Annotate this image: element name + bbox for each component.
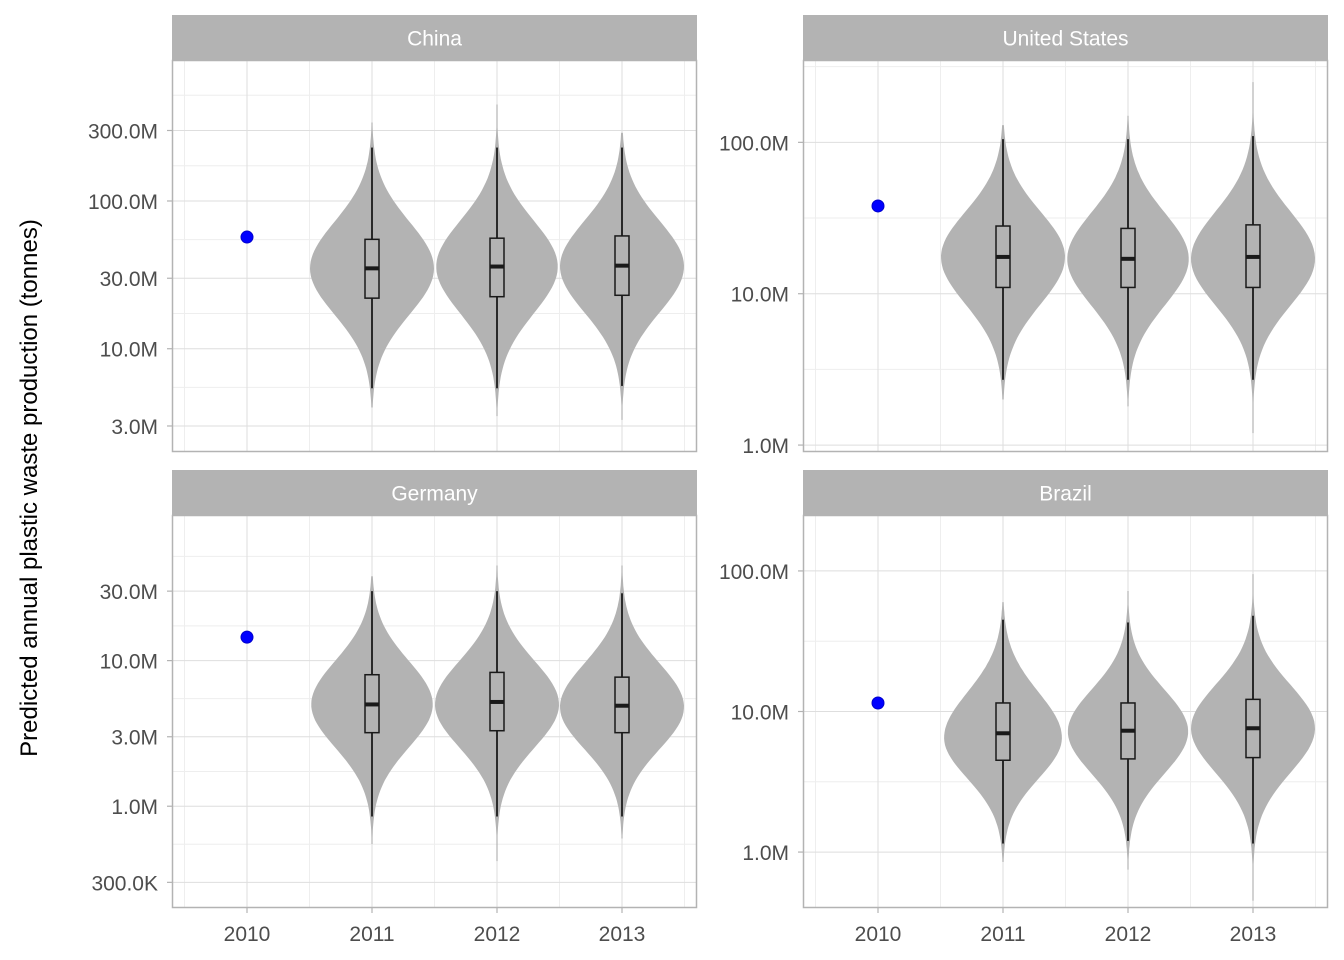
y-tick-label: 3.0M [111,416,158,439]
y-tick-label: 100.0M [88,191,158,214]
y-tick-label: 10.0M [731,702,789,725]
x-tick-label: 2010 [855,923,902,946]
violin-2012 [435,565,559,862]
y-tick-label: 10.0M [100,339,158,362]
x-tick-label: 2013 [1230,923,1277,946]
observed-point [240,230,254,244]
x-tick-label: 2011 [349,923,394,946]
y-tick-label: 100.0M [719,561,789,584]
y-axis-label: Predicted annual plastic waste productio… [16,219,43,757]
panel-title: Germany [391,483,478,506]
violin-2013 [560,565,684,839]
x-tick-label: 2013 [599,923,646,946]
violin-2012 [436,104,558,417]
panel-border [171,59,698,453]
x-tick-label: 2012 [474,923,521,946]
panel-brazil: Brazil 1.0M 10.0M 100.0M 2010 2011 2012 2013 [719,470,1329,946]
panel-border [802,514,1329,909]
panel-strip [803,470,1328,515]
y-tick-label: 1.0M [742,842,789,865]
y-tick-label: 1.0M [742,435,789,458]
x-tick-label: 2012 [1105,923,1152,946]
x-tick-label: 2011 [980,923,1025,946]
panel-strip [172,15,697,60]
observed-point [871,696,885,710]
panel-strip [803,15,1328,60]
violin-2011 [310,122,434,408]
violin-2012 [1067,115,1189,407]
y-tick-label: 3.0M [111,727,158,750]
observed-point [240,630,254,644]
violin-2011 [941,125,1065,400]
violin-2013 [1191,574,1315,901]
panel-strip [172,470,697,515]
panel-title: United States [1002,28,1128,51]
violin-2013 [560,132,684,420]
y-tick-label: 300.0M [88,120,158,143]
panel-title: China [407,28,462,51]
y-tick-label: 10.0M [100,651,158,674]
y-tick-label: 300.0K [91,872,158,895]
x-tick-label: 2010 [224,923,271,946]
panel-china: China 3.0M 10.0M 30.0M 100.0M 300.0M [88,15,698,453]
y-tick-label: 10.0M [731,284,789,307]
panel-germany: Germany 300.0K 1.0M 3.0M 10.0M 30.0M 2010 2011 2… [91,470,698,946]
y-tick-label: 30.0M [100,581,158,604]
observed-point [871,199,885,213]
panel-border [171,514,698,909]
y-tick-label: 100.0M [719,132,789,155]
y-tick-label: 30.0M [100,268,158,291]
y-tick-label: 1.0M [111,796,158,819]
violin-2011 [311,576,433,844]
panel-united-states: United States 1.0M 10.0M 100.0M [719,15,1329,458]
panel-border [802,59,1329,453]
panel-title: Brazil [1039,483,1092,506]
